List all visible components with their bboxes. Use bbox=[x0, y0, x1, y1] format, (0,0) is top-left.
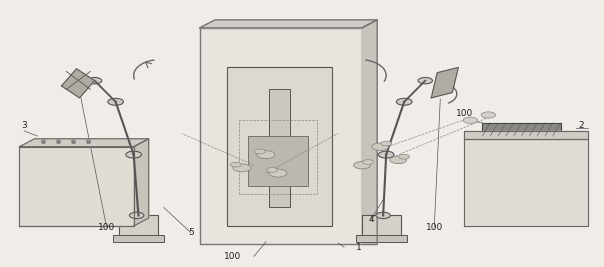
Circle shape bbox=[87, 141, 91, 143]
Text: 100: 100 bbox=[98, 223, 115, 232]
Circle shape bbox=[257, 151, 275, 159]
Circle shape bbox=[381, 141, 391, 146]
Text: 3: 3 bbox=[21, 121, 27, 130]
Bar bbox=[239, 120, 317, 194]
Circle shape bbox=[233, 164, 251, 172]
Bar bbox=[112, 235, 164, 242]
Polygon shape bbox=[362, 20, 377, 245]
Bar bbox=[356, 235, 407, 242]
Circle shape bbox=[108, 98, 123, 105]
Text: 1: 1 bbox=[356, 243, 362, 252]
Text: 5: 5 bbox=[188, 228, 194, 237]
Bar bbox=[362, 215, 401, 239]
Bar bbox=[47, 139, 54, 146]
Circle shape bbox=[87, 140, 91, 142]
Circle shape bbox=[376, 212, 390, 219]
Polygon shape bbox=[431, 68, 458, 98]
Bar bbox=[200, 28, 362, 245]
Circle shape bbox=[371, 143, 388, 150]
Bar bbox=[34, 139, 42, 146]
Text: 100: 100 bbox=[224, 252, 242, 261]
Circle shape bbox=[390, 156, 406, 164]
Circle shape bbox=[363, 160, 373, 164]
Polygon shape bbox=[464, 131, 588, 139]
Circle shape bbox=[72, 141, 76, 143]
Circle shape bbox=[231, 162, 241, 167]
Polygon shape bbox=[19, 139, 149, 147]
Bar bbox=[248, 136, 308, 186]
Bar bbox=[227, 68, 332, 226]
Text: 4: 4 bbox=[368, 215, 374, 224]
Circle shape bbox=[72, 140, 76, 142]
Circle shape bbox=[87, 142, 91, 144]
Circle shape bbox=[254, 149, 265, 154]
Circle shape bbox=[42, 142, 45, 144]
Circle shape bbox=[42, 140, 45, 142]
Circle shape bbox=[57, 140, 60, 142]
Text: 2: 2 bbox=[579, 121, 585, 130]
Circle shape bbox=[396, 98, 412, 105]
Polygon shape bbox=[200, 20, 377, 28]
Bar bbox=[483, 123, 561, 136]
Circle shape bbox=[42, 141, 45, 143]
Circle shape bbox=[463, 117, 478, 123]
Polygon shape bbox=[133, 139, 149, 226]
Circle shape bbox=[399, 154, 410, 159]
Circle shape bbox=[269, 169, 287, 177]
Circle shape bbox=[57, 141, 60, 143]
Circle shape bbox=[418, 77, 432, 84]
Circle shape bbox=[57, 142, 60, 144]
Text: 100: 100 bbox=[455, 109, 473, 118]
Bar bbox=[269, 89, 290, 207]
Circle shape bbox=[354, 162, 370, 169]
Bar bbox=[118, 215, 158, 239]
Circle shape bbox=[481, 112, 496, 118]
Circle shape bbox=[88, 77, 102, 84]
Polygon shape bbox=[19, 147, 133, 226]
Circle shape bbox=[266, 168, 277, 172]
Bar bbox=[59, 139, 66, 146]
Circle shape bbox=[129, 212, 144, 219]
Circle shape bbox=[72, 142, 76, 144]
Polygon shape bbox=[62, 69, 95, 98]
Circle shape bbox=[126, 151, 141, 158]
Circle shape bbox=[378, 151, 394, 158]
Text: 100: 100 bbox=[426, 223, 443, 232]
Polygon shape bbox=[464, 139, 588, 226]
